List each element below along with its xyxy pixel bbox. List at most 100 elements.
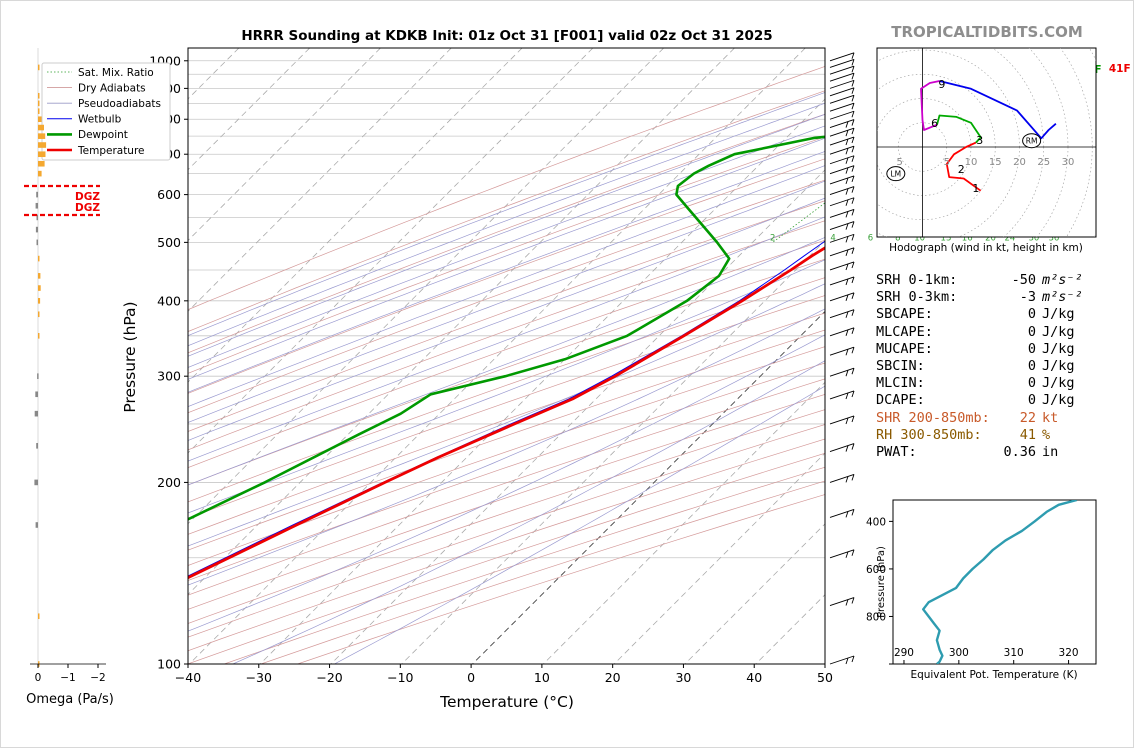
isotherm [189, 48, 806, 664]
dgz-label: DGZ [75, 191, 100, 203]
hodograph [877, 48, 1096, 237]
wind-barb-flag [845, 511, 849, 518]
chart-title: HRRR Sounding at KDKB Init: 01z Oct 31 [… [241, 28, 772, 44]
isotherm [543, 381, 825, 664]
wind-barb-flag [851, 327, 855, 334]
wind-barb-staff [829, 261, 855, 271]
wind-barb-flag [845, 392, 849, 400]
wind-barb-flag [845, 249, 849, 256]
legend-label: Temperature [77, 145, 145, 157]
mixing-ratio-label: 36 [1048, 233, 1059, 243]
index-value: 22 [1019, 409, 1036, 426]
pseudoadiabat [188, 150, 825, 393]
index-value: 0 [1027, 357, 1036, 374]
index-row: SRH 0-3km: -3 m²s⁻² [876, 289, 1116, 306]
hodograph-labels: 5 10 15 20 25 30 5 12 3 6 9 RM LM [886, 78, 1074, 195]
legend-box [41, 62, 171, 161]
wind-barb-staff [829, 309, 855, 319]
wind-barb-flag [851, 80, 855, 87]
theta-e-x-axis-label: Equivalent Pot. Temperature (K) [910, 669, 1077, 681]
index-row: MUCAPE: 0 J/kg [876, 341, 1116, 358]
omega-bar [38, 298, 41, 304]
wind-barb-flag [851, 52, 855, 59]
wind-barb-staff [829, 94, 855, 104]
wind-barb-flag [845, 167, 849, 174]
hodograph-segment [945, 141, 982, 192]
hodograph-ring-label: 20 [1013, 157, 1026, 168]
hodograph-height-label: 2 [958, 163, 965, 176]
pseudoadiabat [232, 360, 825, 664]
x-tick-label: −30 [246, 670, 272, 685]
index-label: MLCAPE: [876, 323, 933, 340]
omega-bar [35, 391, 38, 398]
wind-barb-staff [829, 443, 855, 452]
wind-barb-flag [851, 390, 855, 398]
pseudoadiabat [188, 283, 825, 547]
omega-bar [38, 142, 47, 148]
omega-bar [38, 160, 45, 167]
omega-bar [36, 214, 38, 221]
wind-barb-staff [829, 127, 855, 137]
index-value: 0 [1027, 306, 1036, 323]
wind-barb-flag [845, 657, 849, 665]
storm-motion-label: RM [1026, 137, 1038, 146]
wind-barb-staff [829, 276, 855, 286]
wind-barb-staff [829, 136, 855, 146]
pseudoadiabat [188, 197, 825, 441]
x-tick-label: 0 [467, 670, 475, 685]
wind-barb-flag [845, 599, 849, 606]
x-axis-label: Temperature (°C) [439, 693, 574, 711]
hodograph-ring-label: 5 [944, 157, 950, 168]
omega-bar [38, 64, 40, 71]
index-row: SBCAPE: 0 J/kg [876, 306, 1116, 323]
wind-barb-staff [829, 367, 855, 377]
wind-barb-flag [851, 509, 855, 516]
wind-barb-staff [829, 52, 855, 62]
wind-barb-staff [829, 119, 855, 128]
theta-e-line [922, 500, 1078, 664]
hodograph-height-label: 6 [931, 117, 938, 130]
wind-barb-staff [829, 415, 855, 425]
wind-barb-flag [851, 73, 855, 80]
legend-label: Dry Adiabats [78, 82, 146, 94]
index-label: SRH 0-3km: [876, 289, 958, 306]
hodograph-frame [876, 47, 1097, 238]
pseudoadiabat [188, 125, 825, 368]
isotherm [188, 48, 523, 383]
index-value: 41 [1019, 426, 1036, 443]
skewt-plot-frame [187, 47, 826, 665]
wind-barb-flag [845, 177, 849, 185]
hodograph-segment [939, 80, 1057, 140]
omega-bar [37, 373, 39, 379]
dry-adiabat [188, 312, 825, 535]
wind-barb-staff [829, 508, 855, 518]
index-row: PWAT: 0.36 in [876, 444, 1116, 461]
omega-bar [34, 479, 38, 486]
wind-barb-flag [851, 111, 855, 118]
omega-bar [38, 116, 42, 123]
index-value: -50 [1011, 272, 1036, 288]
isotherm [188, 48, 664, 525]
pseudoadiabat [188, 237, 825, 486]
wind-barb-flag [851, 247, 855, 254]
theta-e-frame [892, 499, 1097, 665]
wind-barb-flag [845, 121, 849, 128]
omega-bar [38, 133, 46, 139]
hodograph-ring-label: 15 [989, 157, 1002, 168]
theta-e-x-tick-label: 290 [894, 647, 914, 659]
mixing-ratio-label: 24 [1004, 233, 1015, 243]
dewpoint-line [188, 135, 825, 521]
x-tick-label: 30 [675, 670, 691, 685]
wind-barb-staff [829, 221, 855, 231]
wind-barb-flag [845, 551, 849, 558]
theta-e-plot [922, 500, 1078, 664]
index-value: 0.36 [1003, 443, 1036, 460]
wind-barb-staff [829, 72, 855, 82]
wind-barb-flag [845, 417, 849, 425]
omega-bar [35, 226, 38, 233]
mixing-ratio-label: 13 [941, 233, 952, 243]
pseudoadiabat [334, 385, 825, 664]
wind-barb-flag [845, 138, 849, 146]
y-tick-label: 300 [157, 369, 181, 384]
